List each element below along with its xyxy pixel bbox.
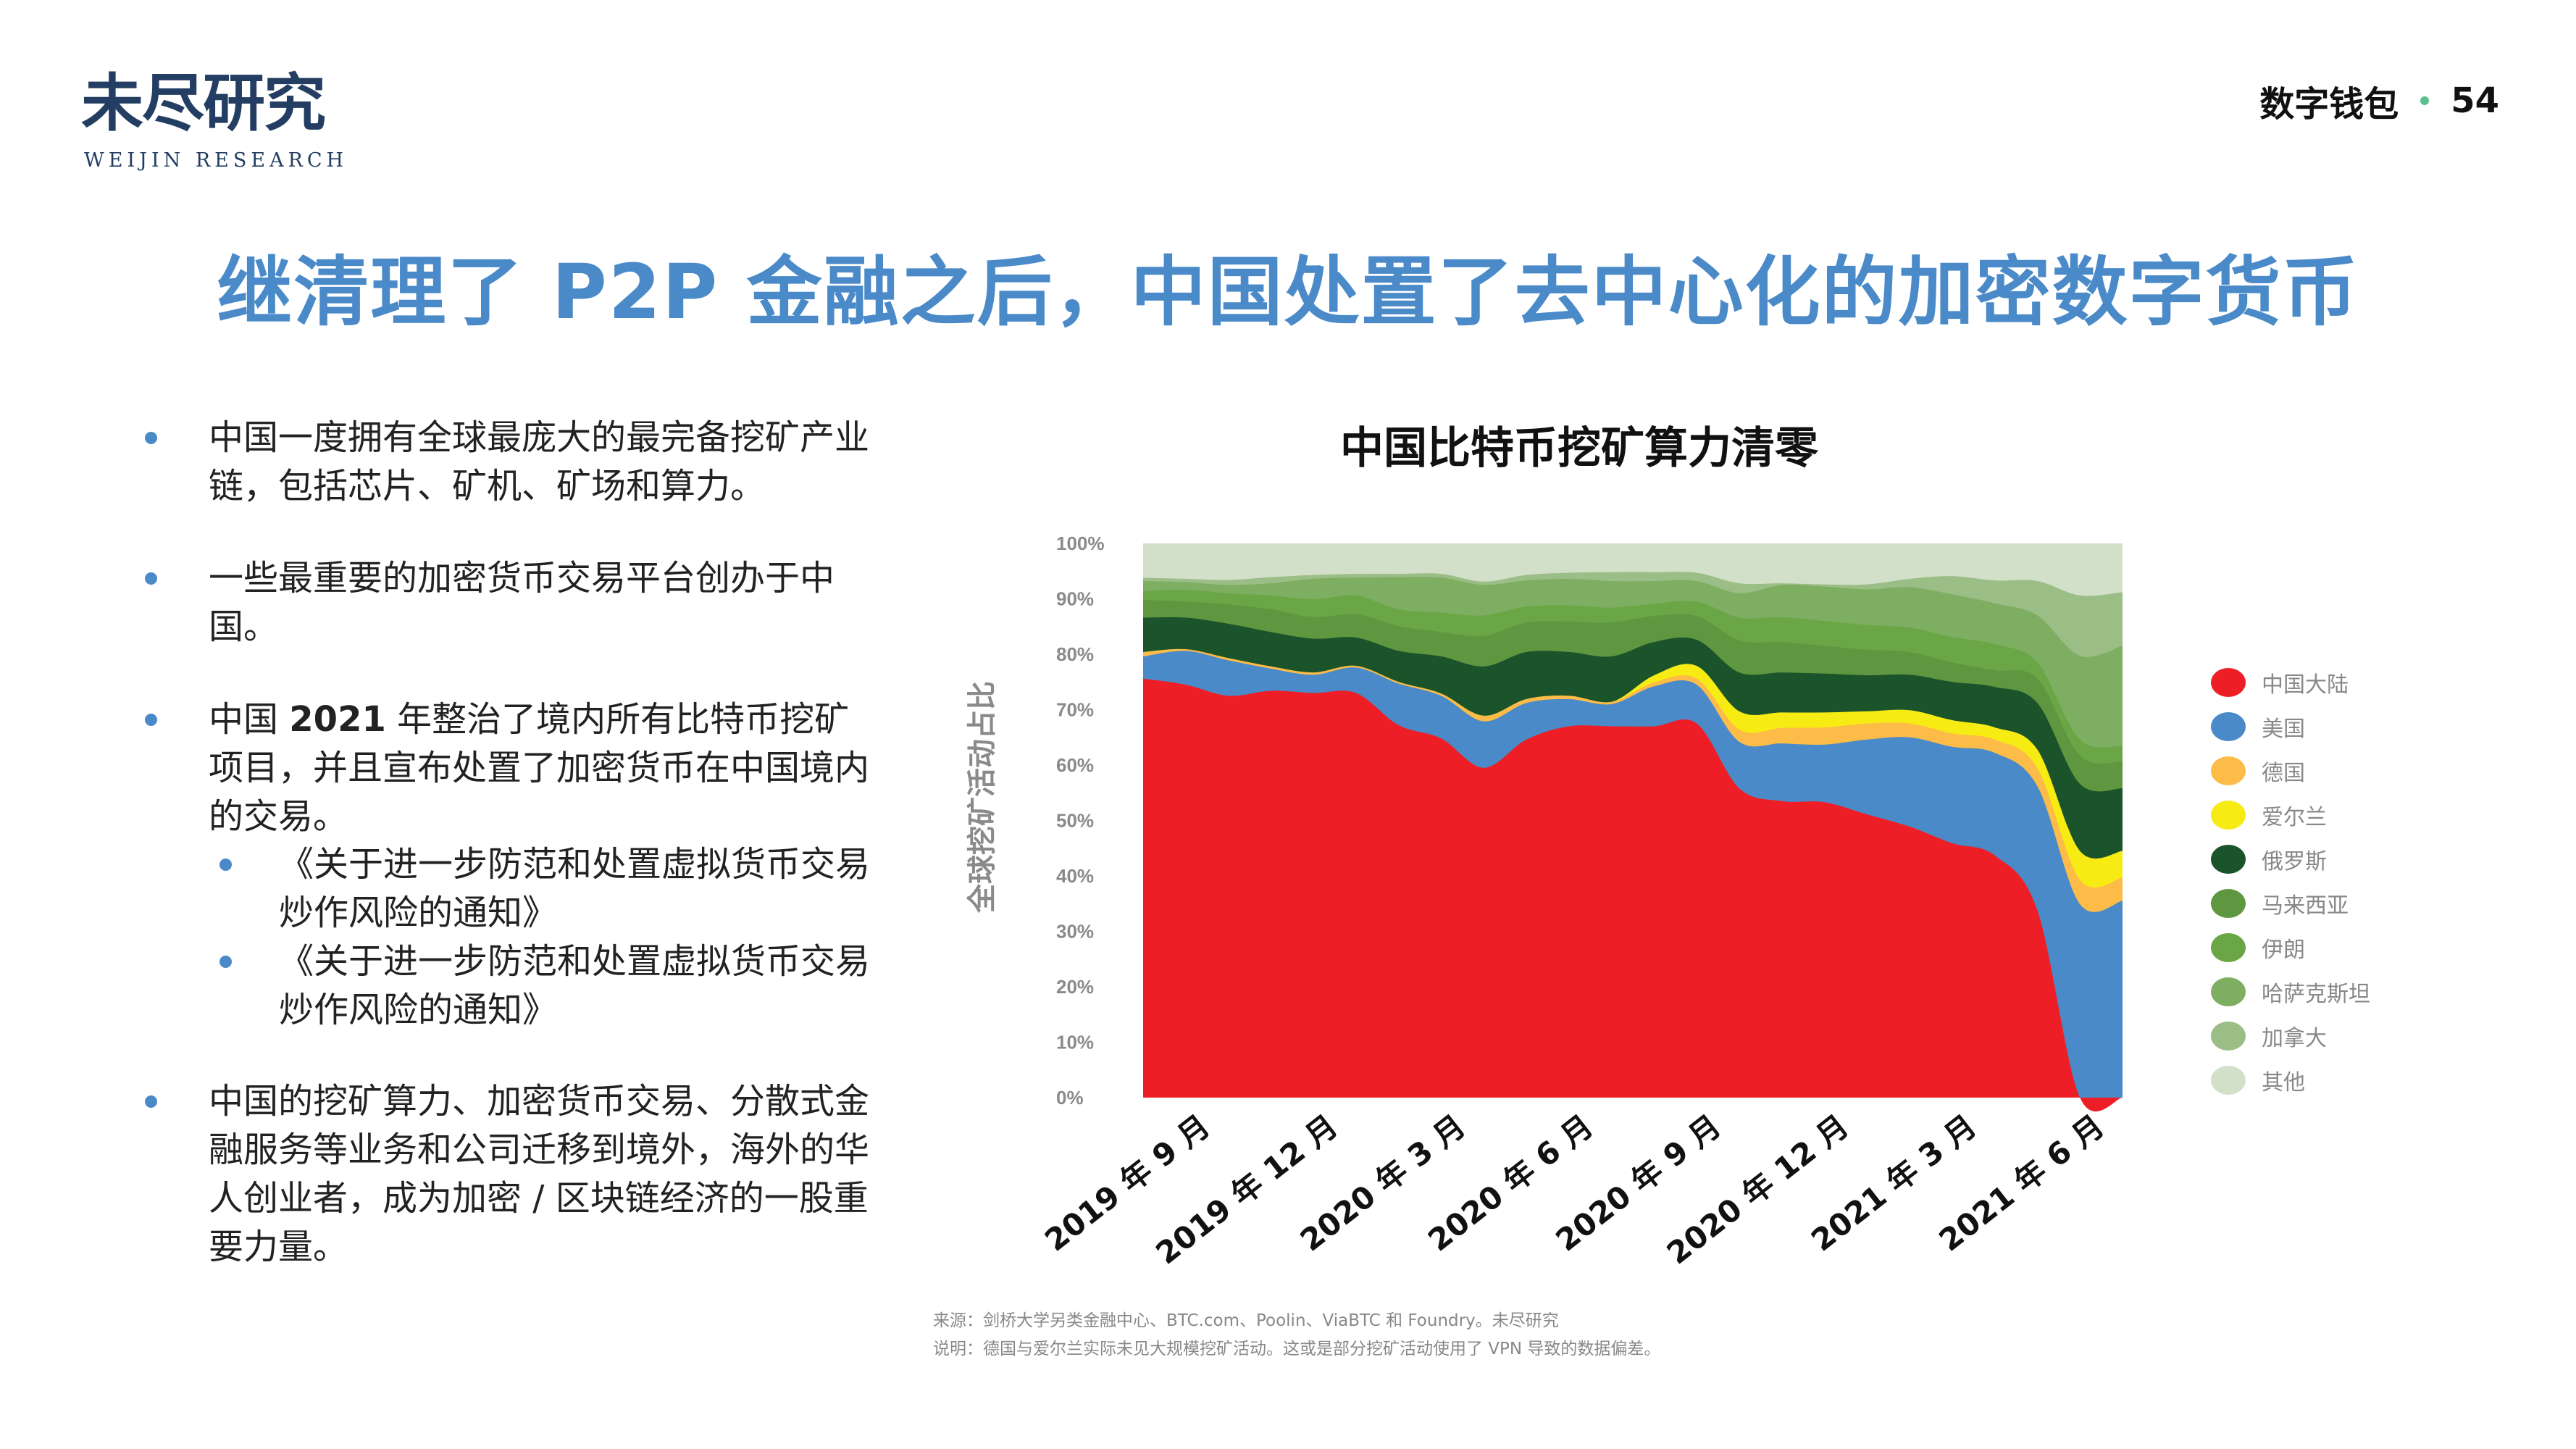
sub-bullet-item: 《关于进一步防范和处置虚拟货币交易炒作风险的通知》: [219, 938, 873, 1035]
legend-swatch-icon: [2211, 801, 2246, 830]
bullet-item: 中国的挖矿算力、加密货币交易、分散式金融服务等业务和公司迁移到境外，海外的华人创…: [145, 1077, 875, 1271]
bullet-text: 《关于进一步防范和处置虚拟货币交易炒作风险的通知》: [279, 941, 871, 1030]
y-tick-label: 100%: [1056, 533, 1105, 554]
legend-item: 加拿大: [2211, 1018, 2327, 1054]
legend-item: 马来西亚: [2211, 885, 2349, 922]
legend-label: 加拿大: [2262, 1026, 2327, 1051]
legend-label: 其他: [2262, 1070, 2305, 1095]
logo-subtitle: WEIJIN RESEARCH: [84, 149, 348, 172]
legend-label: 哈萨克斯坦: [2262, 982, 2370, 1007]
legend-item: 美国: [2211, 709, 2305, 745]
page-header: 数字钱包 54: [2259, 75, 2499, 126]
bullet-item: 一些最重要的加密货币交易平台创办于中国。: [145, 554, 875, 651]
y-tick-label: 70%: [1056, 699, 1094, 721]
bullet-text: 中国: [209, 699, 290, 740]
legend-item: 爱尔兰: [2211, 797, 2327, 833]
bullet-icon: [145, 714, 157, 726]
legend-swatch-icon: [2211, 933, 2246, 962]
y-tick-label: 40%: [1056, 865, 1094, 887]
y-tick-label: 10%: [1056, 1032, 1094, 1053]
y-tick-label: 0%: [1056, 1087, 1084, 1108]
chart-title: 中国比特币挖矿算力清零: [1340, 423, 1818, 474]
legend-swatch-icon: [2211, 712, 2246, 741]
source-note: 来源：剑桥大学另类金融中心、BTC.com、Poolin、ViaBTC 和 Fo…: [933, 1311, 1559, 1330]
y-tick-label: 60%: [1056, 754, 1094, 776]
bullet-item: 中国一度拥有全球最庞大的最完备挖矿产业链，包括芯片、矿机、矿场和算力。: [145, 414, 875, 511]
bullet-text: 中国的挖矿算力、加密货币交易、分散式金融服务等业务和公司迁移到境外，海外的华人创…: [209, 1081, 870, 1267]
bullet-text: 一些最重要的加密货币交易平台创办于中国。: [209, 558, 835, 647]
legend-item: 其他: [2211, 1062, 2305, 1098]
area-中国大陆: [1143, 678, 2123, 1112]
bullet-icon: [145, 432, 157, 444]
section-name: 数字钱包: [2259, 84, 2399, 125]
sub-bullet-item: 《关于进一步防范和处置虚拟货币交易炒作风险的通知》: [219, 840, 873, 938]
y-tick-label: 90%: [1056, 588, 1094, 610]
bullet-icon: [219, 956, 232, 968]
legend-item: 伊朗: [2211, 930, 2305, 966]
legend-label: 爱尔兰: [2262, 805, 2327, 830]
legend-label: 伊朗: [2262, 938, 2305, 963]
y-tick-label: 50%: [1056, 810, 1094, 832]
legend-item: 哈萨克斯坦: [2211, 974, 2370, 1010]
bullet-icon: [145, 572, 157, 585]
legend-swatch-icon: [2211, 1022, 2246, 1051]
bullet-text: 年整治了境内所有比特币挖矿项目，并且宣布处置了加密货币在中国境内的交易。: [209, 699, 870, 837]
bullet-icon: [219, 859, 232, 871]
page-title: 继清理了 P2P 金融之后，中国处置了去中心化的加密数字货币: [217, 248, 2359, 336]
legend-label: 德国: [2262, 761, 2305, 786]
legend-item: 中国大陆: [2211, 664, 2349, 701]
y-tick-label: 30%: [1056, 921, 1094, 943]
bullet-icon: [145, 1095, 157, 1108]
bullet-text: 《关于进一步防范和处置虚拟货币交易炒作风险的通知》: [279, 844, 871, 933]
legend-swatch-icon: [2211, 668, 2246, 697]
page-number: 54: [2451, 80, 2499, 121]
logo: 未尽研究: [81, 67, 326, 140]
legend-item: 俄罗斯: [2211, 841, 2327, 877]
bullet-bold-text: 2021: [289, 699, 386, 740]
legend-label: 美国: [2262, 717, 2305, 742]
explanation-note: 说明：德国与爱尔兰实际未见大规模挖矿活动。这或是部分挖矿活动使用了 VPN 导致…: [933, 1340, 1661, 1358]
legend-label: 马来西亚: [2262, 893, 2349, 919]
legend-item: 德国: [2211, 753, 2305, 789]
y-tick-label: 20%: [1056, 976, 1094, 998]
legend-swatch-icon: [2211, 756, 2246, 785]
legend-swatch-icon: [2211, 845, 2246, 874]
legend-label: 中国大陆: [2262, 672, 2349, 698]
legend-swatch-icon: [2211, 977, 2246, 1006]
separator-dot-icon: [2420, 96, 2430, 105]
bullet-item: 中国 2021 年整治了境内所有比特币挖矿项目，并且宣布处置了加密货币在中国境内…: [145, 696, 875, 841]
legend-swatch-icon: [2211, 889, 2246, 918]
legend-label: 俄罗斯: [2262, 849, 2327, 874]
legend-swatch-icon: [2211, 1066, 2246, 1095]
y-tick-label: 80%: [1056, 643, 1094, 665]
bullet-text: 中国一度拥有全球最庞大的最完备挖矿产业链，包括芯片、矿机、矿场和算力。: [209, 417, 870, 506]
